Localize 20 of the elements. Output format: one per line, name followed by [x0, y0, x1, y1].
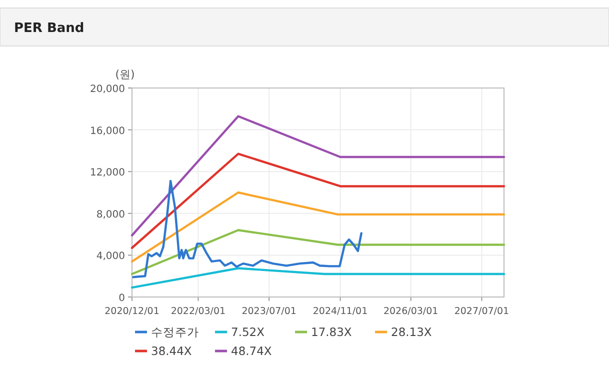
y-tick-label: 0: [118, 293, 125, 304]
chart-title: PER Band: [14, 21, 84, 36]
y-tick-label: 4,000: [96, 251, 125, 262]
x-tick-label: 2026/03/01: [383, 306, 438, 317]
x-tick-label: 2024/11/01: [312, 306, 368, 317]
x-tick-label: 2023/07/01: [242, 306, 296, 317]
y-tick-label: 20,000: [90, 84, 125, 95]
x-tick-label: 2027/07/01: [454, 306, 510, 317]
legend-label: 수정주가: [151, 325, 199, 339]
x-tick-label: 2020/12/01: [104, 306, 160, 317]
y-tick-label: 12,000: [90, 168, 125, 179]
legend-label: 48.74X: [231, 344, 272, 358]
legend-label: 7.52X: [231, 325, 265, 339]
y-tick-label: 16,000: [90, 126, 125, 137]
y-axis-title: (원): [115, 68, 135, 81]
legend-label: 28.13X: [391, 325, 432, 339]
x-tick-label: 2022/03/01: [170, 306, 226, 317]
y-tick-label: 8,000: [96, 209, 125, 220]
legend-label: 38.44X: [151, 344, 192, 358]
legend-label: 17.83X: [311, 325, 352, 339]
